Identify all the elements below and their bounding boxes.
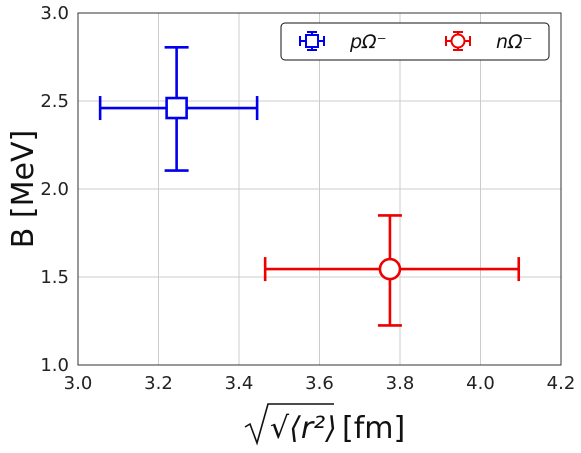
y-axis-label: B [MeV]: [6, 130, 41, 248]
x-tick-label: 4.2: [547, 373, 576, 394]
x-tick-label: 4.0: [466, 373, 495, 394]
legend-item-1: nΩ⁻: [445, 31, 533, 53]
x-axis-label-unit: [fm]: [342, 411, 405, 446]
legend: pΩ⁻ nΩ⁻: [280, 22, 550, 61]
tick-labels: 3.0 3.2 3.4 3.6 3.8 4.0 4.2 1.0 1.5 2.0 2.5 3.0: [40, 3, 575, 394]
x-tick-label: 3.4: [225, 373, 254, 394]
x-axis-label: √⟨r²⟩ [fm]: [244, 403, 405, 446]
x-axis-label-math: √⟨r²⟩: [270, 411, 337, 446]
y-tick-label: 2.0: [40, 179, 69, 200]
y-tick-label: 2.5: [40, 91, 69, 112]
data-point-square: [165, 96, 188, 120]
y-tick-label: 1.0: [40, 355, 69, 376]
sqrt-radical-icon: [244, 403, 334, 446]
x-tick-label: 3.8: [386, 373, 415, 394]
legend-box: [280, 22, 550, 61]
data-series: [98, 46, 521, 327]
legend-marker-circle: [450, 33, 466, 49]
plot-border: [77, 12, 562, 366]
x-tick-label: 3.6: [305, 373, 334, 394]
legend-item-0: pΩ⁻: [299, 31, 387, 53]
x-tick-label: 3.0: [64, 373, 93, 394]
data-point-circle: [378, 257, 402, 281]
series-0: [98, 46, 259, 172]
legend-items: pΩ⁻ nΩ⁻: [299, 31, 533, 53]
y-tick-label: 1.5: [40, 267, 69, 288]
legend-label: nΩ⁻: [496, 31, 533, 53]
x-tick-label: 3.2: [144, 373, 173, 394]
y-tick-label: 3.0: [40, 3, 69, 24]
plot-frame: [77, 12, 562, 366]
series-1: [263, 214, 521, 327]
legend-marker-square: [305, 34, 319, 48]
legend-label: pΩ⁻: [349, 31, 387, 53]
